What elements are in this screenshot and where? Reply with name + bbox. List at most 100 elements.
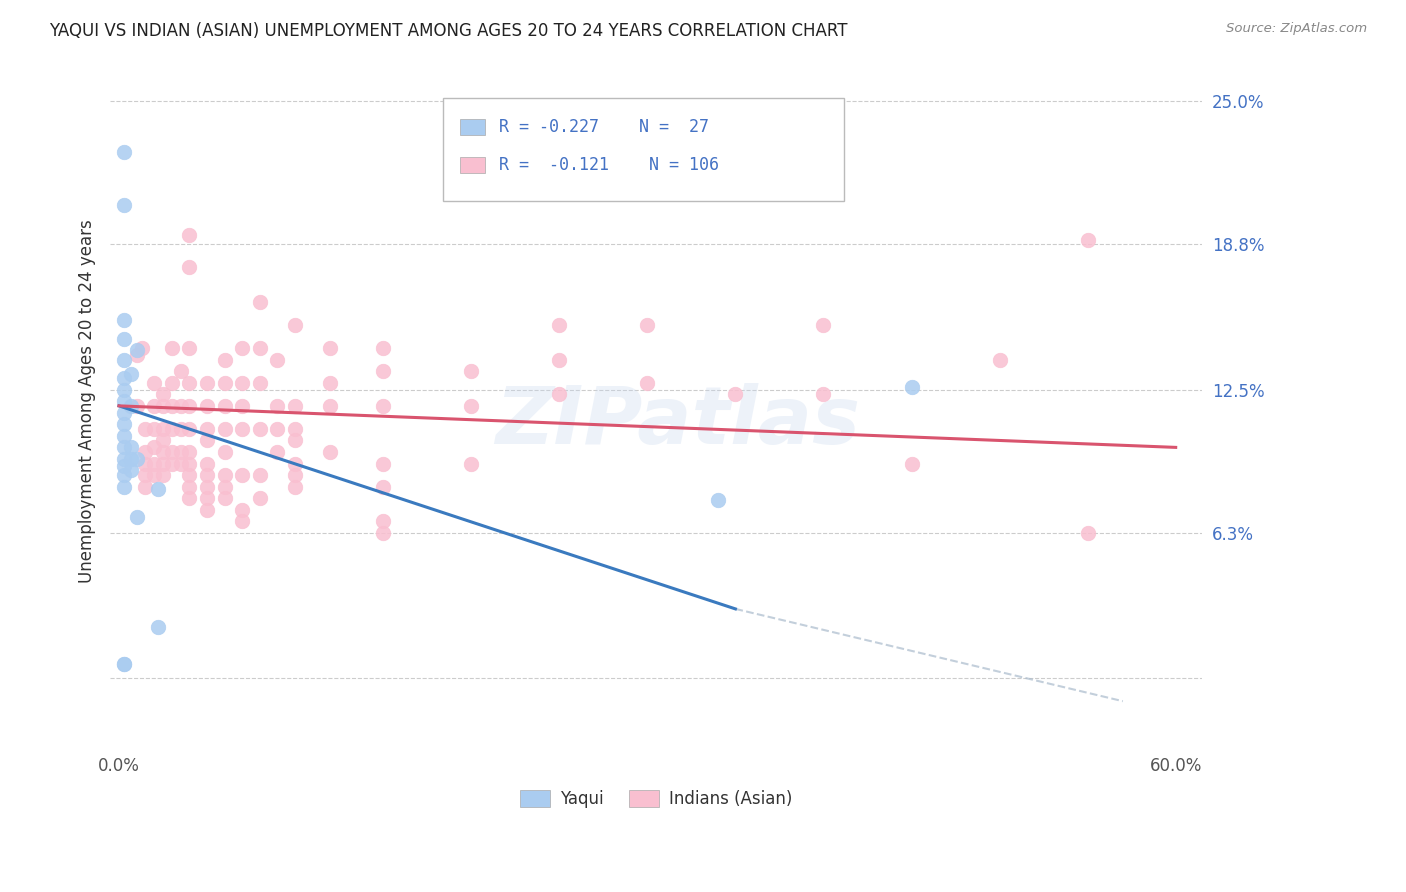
Point [548,318,571,332]
Point [284,399,307,413]
Point [179,228,201,243]
Point [152,445,174,459]
Point [112,383,135,397]
Point [143,457,166,471]
Text: ZIPatlas: ZIPatlas [495,383,860,461]
Point [112,441,135,455]
Point [160,445,183,459]
Point [373,525,395,540]
Point [284,457,307,471]
Point [1077,233,1099,247]
Point [169,457,191,471]
Point [214,480,236,494]
Point [179,376,201,390]
Point [231,399,253,413]
Point [143,376,166,390]
Text: R =  -0.121    N = 106: R = -0.121 N = 106 [499,156,718,174]
Point [284,480,307,494]
Point [125,399,148,413]
Point [134,468,156,483]
Point [152,399,174,413]
Point [169,422,191,436]
Point [152,387,174,401]
Point [195,480,218,494]
Point [900,457,922,471]
Point [373,457,395,471]
Point [179,399,201,413]
Point [179,445,201,459]
Point [1077,525,1099,540]
Point [214,491,236,505]
Point [146,620,169,634]
Point [214,445,236,459]
Point [460,364,482,378]
Point [143,399,166,413]
Point [373,341,395,355]
Point [195,376,218,390]
Point [988,352,1011,367]
Point [249,468,271,483]
Point [195,434,218,448]
Point [249,376,271,390]
Point [724,387,747,401]
Point [112,480,135,494]
Point [112,406,135,420]
Point [284,318,307,332]
Point [134,422,156,436]
Point [152,457,174,471]
Point [152,422,174,436]
Point [179,480,201,494]
Point [900,380,922,394]
Point [548,387,571,401]
Point [249,491,271,505]
Point [231,468,253,483]
Point [195,502,218,516]
Point [152,434,174,448]
Point [214,468,236,483]
Point [143,441,166,455]
Point [636,376,658,390]
Point [266,399,288,413]
Point [195,468,218,483]
Point [134,480,156,494]
Point [112,313,135,327]
Point [231,422,253,436]
Point [266,445,288,459]
Point [284,434,307,448]
Point [112,468,135,483]
Point [160,341,183,355]
Point [319,399,342,413]
Point [112,394,135,409]
Point [636,318,658,332]
Point [195,399,218,413]
Text: YAQUI VS INDIAN (ASIAN) UNEMPLOYMENT AMONG AGES 20 TO 24 YEARS CORRELATION CHART: YAQUI VS INDIAN (ASIAN) UNEMPLOYMENT AMO… [49,22,848,40]
Point [373,399,395,413]
Point [266,352,288,367]
Point [460,457,482,471]
Point [249,341,271,355]
Point [214,399,236,413]
Point [120,367,142,381]
Point [214,422,236,436]
Point [231,341,253,355]
Point [112,657,135,672]
Point [134,445,156,459]
Point [373,514,395,528]
Point [112,145,135,159]
Point [125,451,148,466]
Point [112,352,135,367]
Point [179,422,201,436]
Point [179,457,201,471]
Point [120,399,142,413]
Point [460,399,482,413]
Point [179,491,201,505]
Point [169,364,191,378]
Point [214,352,236,367]
Point [120,463,142,477]
Point [373,364,395,378]
Point [131,341,153,355]
Point [195,457,218,471]
Point [112,198,135,212]
Y-axis label: Unemployment Among Ages 20 to 24 years: Unemployment Among Ages 20 to 24 years [79,219,96,583]
Point [284,422,307,436]
